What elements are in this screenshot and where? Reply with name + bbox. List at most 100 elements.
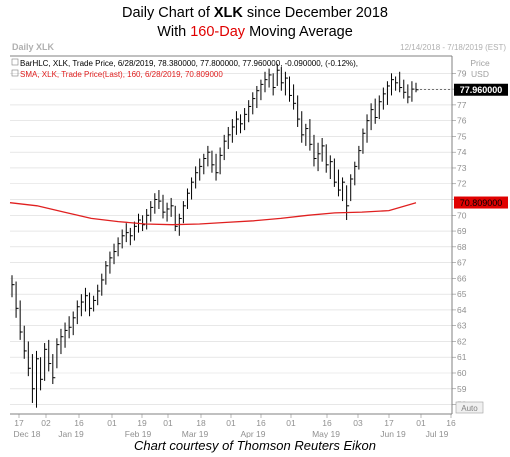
title-line-2: With 160-Day Moving Average bbox=[0, 23, 510, 42]
price-bar bbox=[211, 150, 215, 173]
price-bar bbox=[52, 354, 56, 385]
y-axis-unit-line-2: USD bbox=[471, 69, 489, 79]
price-bar bbox=[252, 92, 256, 115]
price-bar bbox=[182, 201, 186, 224]
price-bar bbox=[313, 134, 317, 167]
price-bars bbox=[11, 63, 419, 408]
price-bar bbox=[391, 73, 395, 96]
y-tick-label: 72 bbox=[457, 179, 467, 189]
subtitle-prefix: With bbox=[157, 24, 191, 40]
price-bar bbox=[231, 119, 235, 143]
chart-header-left: Daily XLK bbox=[12, 42, 55, 52]
x-tick-label: 16 bbox=[322, 418, 332, 428]
legend-checkbox bbox=[11, 58, 19, 66]
y-tick-label: 59 bbox=[457, 384, 467, 394]
chart-title: Daily Chart of XLK since December 2018 W… bbox=[0, 4, 510, 42]
price-bar bbox=[207, 145, 211, 167]
price-bar bbox=[268, 68, 272, 88]
price-bar bbox=[346, 185, 350, 221]
price-bar bbox=[358, 145, 362, 170]
price-bar bbox=[68, 316, 72, 339]
price-bar bbox=[248, 100, 252, 123]
price-bar bbox=[276, 63, 280, 86]
price-bar bbox=[378, 95, 382, 120]
x-month-label: Jun 19 bbox=[380, 429, 406, 438]
price-bar bbox=[56, 338, 60, 369]
x-tick-label: 18 bbox=[196, 418, 206, 428]
auto-scale-box bbox=[455, 401, 484, 414]
price-bar bbox=[60, 328, 64, 355]
price-bar bbox=[219, 147, 223, 175]
price-bar bbox=[113, 243, 117, 265]
price-bar bbox=[166, 202, 170, 222]
price-bar bbox=[350, 174, 354, 202]
price-bar bbox=[280, 67, 284, 91]
chart-header-right: 12/14/2018 - 7/18/2019 (EST) bbox=[400, 43, 506, 52]
sma-line bbox=[9, 202, 417, 226]
price-bar bbox=[174, 205, 178, 232]
y-tick-label: 62 bbox=[457, 336, 467, 346]
y-tick-label: 68 bbox=[457, 242, 467, 252]
y-tick-label: 70 bbox=[457, 210, 467, 220]
subtitle-suffix: Moving Average bbox=[245, 24, 353, 40]
price-bar bbox=[27, 341, 31, 377]
price-bar bbox=[109, 251, 113, 274]
last-price-badge bbox=[454, 83, 508, 96]
price-bar bbox=[305, 123, 309, 146]
price-bar bbox=[19, 300, 23, 340]
x-tick-label: 01 bbox=[286, 418, 296, 428]
price-bar bbox=[342, 177, 346, 202]
price-bar bbox=[386, 81, 390, 105]
price-bar bbox=[321, 138, 325, 162]
price-bar bbox=[154, 193, 158, 214]
price-bar bbox=[297, 95, 301, 127]
price-bar bbox=[366, 114, 370, 143]
price-bar bbox=[240, 114, 244, 134]
y-tick-label: 73 bbox=[457, 163, 467, 173]
x-tick-label: 01 bbox=[226, 418, 236, 428]
price-bar bbox=[362, 128, 366, 154]
price-bar bbox=[337, 169, 341, 197]
y-tick-label: 67 bbox=[457, 258, 467, 268]
price-bar bbox=[288, 76, 292, 102]
price-bar bbox=[117, 237, 121, 257]
price-bar bbox=[333, 158, 337, 187]
price-bar bbox=[158, 190, 162, 209]
y-tick-label: 75 bbox=[457, 131, 467, 141]
x-month-label: Mar 19 bbox=[182, 429, 209, 438]
price-bar bbox=[325, 144, 329, 173]
y-tick-label: 66 bbox=[457, 273, 467, 283]
price-bar bbox=[272, 73, 276, 96]
y-tick-label: 76 bbox=[457, 116, 467, 126]
legend-checkbox bbox=[11, 69, 19, 77]
price-bar bbox=[235, 111, 239, 135]
price-bar bbox=[223, 134, 227, 161]
auto-scale-label: Auto bbox=[461, 404, 478, 413]
x-tick-label: 16 bbox=[446, 418, 456, 428]
y-tick-label: 65 bbox=[457, 289, 467, 299]
price-bar bbox=[256, 85, 260, 109]
price-bar bbox=[415, 82, 419, 93]
price-bar bbox=[23, 325, 27, 359]
price-bar bbox=[264, 71, 268, 93]
chart-caption: Chart courtesy of Thomson Reuters Eikon bbox=[133, 438, 377, 453]
x-tick-label: 01 bbox=[416, 418, 426, 428]
price-bar bbox=[260, 79, 264, 101]
y-tick-label: 77 bbox=[457, 100, 467, 110]
y-axis-unit-line-1: Price bbox=[470, 58, 490, 68]
price-bar bbox=[317, 142, 321, 172]
price-bar bbox=[97, 284, 101, 306]
price-bar bbox=[48, 339, 52, 372]
x-tick-label: 02 bbox=[41, 418, 51, 428]
price-bar bbox=[370, 103, 374, 131]
price-bar bbox=[76, 300, 80, 325]
price-bar bbox=[407, 84, 411, 104]
price-bar bbox=[411, 81, 415, 102]
price-bar bbox=[31, 354, 35, 403]
price-bar bbox=[125, 223, 129, 243]
x-month-label: Feb 19 bbox=[125, 429, 152, 438]
price-bar bbox=[199, 158, 203, 181]
x-tick-label: 01 bbox=[107, 418, 117, 428]
x-tick-label: 01 bbox=[163, 418, 173, 428]
